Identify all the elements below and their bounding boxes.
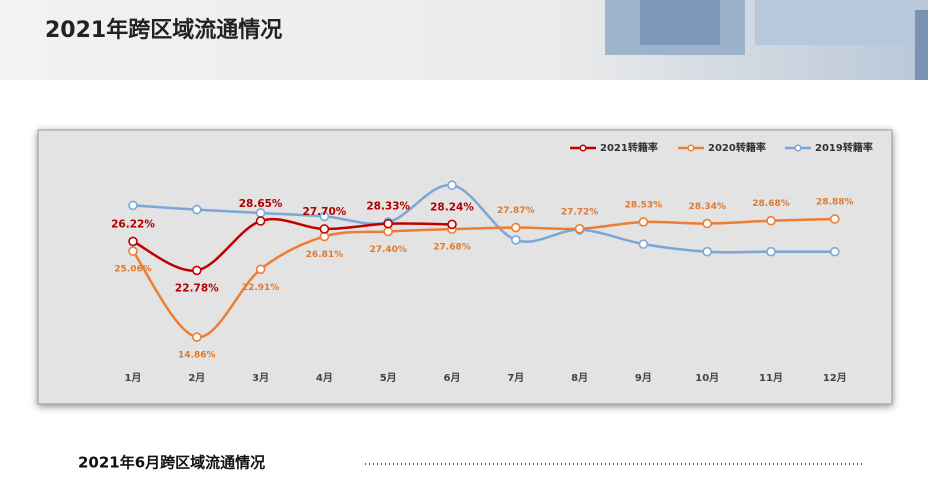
section-title: 2021年6月跨区域流通情况	[78, 454, 265, 472]
data-point	[128, 246, 138, 256]
x-tick-label: 4月	[316, 372, 333, 384]
data-label: 26.22%	[111, 218, 155, 230]
data-label: 27.40%	[369, 245, 407, 255]
data-point	[319, 224, 330, 234]
data-point	[128, 236, 138, 247]
data-point	[510, 222, 521, 233]
data-label: 25.06%	[114, 265, 152, 275]
legend-label: 2019转籍率	[815, 141, 873, 154]
data-point	[192, 332, 202, 342]
x-tick-label: 1月	[125, 372, 142, 384]
data-point	[638, 217, 649, 227]
data-label: 28.53%	[625, 200, 663, 210]
header-decoration	[605, 0, 928, 80]
legend-label: 2021转籍率	[600, 141, 658, 154]
data-point	[702, 218, 713, 229]
legend-label: 2020转籍率	[708, 141, 766, 154]
data-label: 27.72%	[561, 207, 599, 217]
x-tick-label: 10月	[695, 372, 719, 384]
data-label: 27.68%	[433, 243, 471, 253]
data-point	[447, 180, 457, 190]
data-point	[829, 214, 840, 224]
x-tick-label: 3月	[252, 372, 269, 384]
data-label: 28.65%	[239, 198, 283, 210]
legend-marker	[579, 144, 587, 152]
legend-marker	[794, 144, 802, 152]
x-tick-label: 6月	[444, 372, 461, 384]
x-tick-label: 2月	[188, 372, 205, 384]
data-label: 27.70%	[303, 206, 347, 218]
data-label: 28.24%	[430, 201, 474, 213]
data-point	[766, 215, 776, 226]
x-tick-label: 9月	[635, 372, 652, 384]
data-point	[128, 200, 138, 211]
chart-frame	[37, 129, 893, 405]
data-point	[638, 239, 649, 249]
legend-marker	[687, 144, 695, 152]
data-point	[702, 246, 713, 257]
data-point	[829, 246, 840, 257]
page-title: 2021年跨区域流通情况	[45, 17, 282, 43]
data-point	[447, 219, 457, 230]
data-point	[510, 235, 521, 245]
data-point	[383, 218, 394, 229]
data-point	[255, 264, 266, 275]
data-point	[766, 246, 776, 257]
data-label: 22.78%	[175, 282, 219, 294]
x-tick-label: 12月	[823, 372, 847, 384]
x-tick-label: 8月	[571, 372, 588, 384]
data-point	[192, 204, 202, 215]
data-point	[319, 211, 330, 222]
data-point	[574, 223, 585, 234]
data-point	[383, 226, 394, 237]
data-label: 28.34%	[688, 202, 726, 212]
x-tick-label: 11月	[759, 372, 783, 384]
data-label: 22.91%	[242, 283, 280, 293]
data-label: 27.87%	[497, 206, 535, 216]
data-label: 28.33%	[366, 201, 410, 213]
data-label: 26.81%	[306, 250, 344, 260]
data-label: 14.86%	[178, 351, 216, 361]
x-tick-label: 5月	[380, 372, 397, 384]
data-label: 28.88%	[816, 198, 854, 208]
data-point	[255, 208, 266, 218]
x-tick-label: 7月	[507, 372, 524, 384]
data-label: 28.68%	[752, 199, 790, 209]
data-point	[192, 265, 202, 276]
data-point	[255, 216, 266, 226]
